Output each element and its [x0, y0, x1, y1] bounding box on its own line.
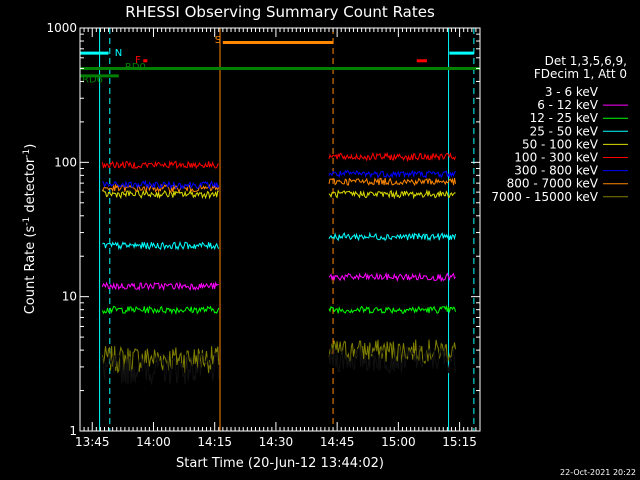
legend-label: 800 - 7000 keV	[507, 177, 599, 191]
series-trace	[101, 151, 456, 170]
x-tick-label: 13:45	[75, 435, 110, 449]
legend-label: 300 - 800 keV	[514, 164, 598, 178]
x-tick-label: 15:00	[381, 435, 416, 449]
series-segment	[328, 188, 456, 200]
series-segment	[328, 177, 456, 187]
series-segment	[328, 151, 456, 163]
y-tick-label: 10	[62, 290, 77, 304]
x-tick-label: 14:00	[136, 435, 171, 449]
series-segment	[328, 169, 456, 179]
series-trace	[102, 188, 456, 200]
series-trace	[102, 231, 456, 251]
x-tick-label: 15:15	[442, 435, 477, 449]
series-segment	[328, 345, 456, 374]
legend-label: 6 - 12 keV	[537, 98, 599, 112]
series-segment	[101, 305, 220, 315]
x-tick-label: 14:45	[320, 435, 355, 449]
series-segment	[102, 179, 220, 191]
legend-header-line1: Det 1,3,5,6,9,	[545, 54, 627, 68]
series-trace	[101, 271, 456, 292]
chart-title: RHESSI Observing Summary Count Rates	[125, 3, 435, 21]
series-segment	[328, 304, 456, 315]
flag-label: F	[135, 55, 141, 66]
legend-label: 12 - 25 keV	[530, 111, 599, 125]
y-tick-label: 100	[54, 155, 77, 169]
x-tick-label: 14:15	[197, 435, 232, 449]
series-segment	[101, 345, 220, 374]
series-trace	[101, 345, 456, 385]
y-axis-label-main: Count Rate (s	[23, 226, 38, 315]
legend-label: 7000 - 15000 keV	[491, 190, 598, 204]
series-segment	[328, 231, 456, 242]
series-segment	[101, 352, 220, 385]
y-axis-label-mid: detector	[23, 157, 38, 217]
series-trace	[102, 169, 456, 191]
series-segment	[102, 240, 220, 251]
y-axis-label-sup2: -1	[22, 149, 32, 158]
series-segment	[328, 271, 456, 283]
flag-label: S	[215, 35, 221, 46]
series-segment	[102, 189, 219, 200]
footer-timestamp: 22-Oct-2021 20:22	[560, 468, 636, 477]
y-tick-label: 1	[69, 424, 77, 438]
legend-label: 100 - 300 keV	[514, 151, 598, 165]
x-tick-label: 14:30	[259, 435, 294, 449]
axis-ticks: 13:45 14:00 14:15 14:30 14:45 15:00 15:15 1 10 10…	[46, 21, 481, 449]
legend-label: 3 - 6 keV	[545, 85, 599, 99]
flag-label: RD0	[125, 62, 146, 73]
series-layer	[101, 151, 456, 385]
flag-layer: N F S RD0 RD6	[80, 35, 480, 86]
y-axis-label-sup1: -1	[22, 217, 32, 226]
x-axis-label: Start Time (20-Jun-12 13:44:02)	[176, 456, 384, 471]
legend-label: 25 - 50 keV	[530, 124, 599, 138]
series-segment	[101, 160, 219, 170]
y-axis-label-end: )	[23, 144, 38, 149]
flag-label: RD6	[82, 75, 103, 86]
series-trace	[101, 304, 456, 315]
series-segment	[101, 281, 219, 292]
y-tick-label: 1000	[46, 21, 77, 35]
legend-header-line2: FDecim 1, Att 0	[534, 67, 627, 81]
flag-label: N	[115, 48, 122, 59]
y-axis-label: Count Rate (s-1 detector-1)	[22, 144, 38, 315]
legend-label: 50 - 100 keV	[522, 137, 599, 151]
